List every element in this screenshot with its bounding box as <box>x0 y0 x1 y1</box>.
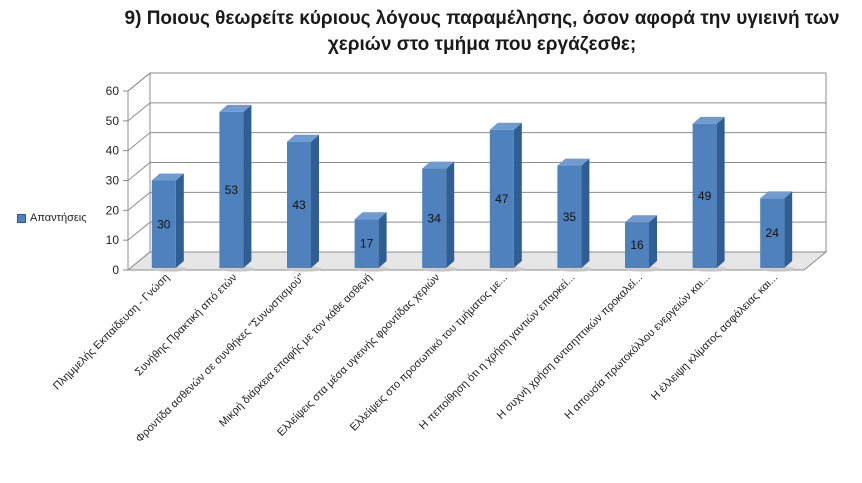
y-tick-label: 10 <box>106 233 120 247</box>
legend: Απαντήσεις <box>17 212 87 224</box>
bar-side <box>784 191 793 268</box>
bar-top <box>151 173 184 181</box>
category-label: Η απουσία πρωτοκόλλου ενεργειών και... <box>563 272 713 422</box>
bar-side <box>716 116 725 268</box>
bar <box>151 180 176 268</box>
bar <box>760 198 785 268</box>
bar-top <box>219 104 252 112</box>
y-tick-label: 60 <box>106 84 120 98</box>
y-tick-label: 0 <box>112 263 119 277</box>
data-label: 34 <box>428 211 442 225</box>
data-label: 49 <box>698 189 712 203</box>
data-label: 17 <box>360 237 374 251</box>
data-label: 35 <box>563 210 577 224</box>
bar-side <box>378 212 387 268</box>
bar <box>557 165 582 268</box>
bar-side <box>243 104 252 268</box>
bar <box>422 168 447 268</box>
legend-swatch <box>17 213 26 223</box>
data-label: 43 <box>292 198 306 212</box>
bar-side <box>446 161 455 268</box>
bar-top <box>354 212 387 220</box>
gridline-side <box>127 191 151 211</box>
bar-side <box>581 158 590 268</box>
chart-title: 9) Ποιους θεωρείτε κύριους λόγους παραμέ… <box>124 8 840 55</box>
bar <box>354 219 379 268</box>
category-label: Πλημμελής Εκπαίδευση - Γνώση <box>51 272 172 393</box>
bar-side <box>513 122 522 269</box>
gridline-side <box>127 162 151 181</box>
y-tick-label: 50 <box>106 114 120 128</box>
bar-top <box>422 161 455 169</box>
y-tick-label: 30 <box>106 174 120 188</box>
bar-top <box>760 191 793 199</box>
bar <box>489 129 514 268</box>
bar-side <box>311 134 319 268</box>
bar-side <box>175 173 184 268</box>
y-tick-label: 40 <box>106 144 120 158</box>
data-label: 47 <box>495 192 509 206</box>
bar <box>287 141 311 268</box>
bar-top <box>692 116 725 124</box>
bar-top <box>489 122 522 130</box>
gridline-side <box>127 72 151 92</box>
gridline-side <box>127 132 151 152</box>
bar-side <box>649 215 657 268</box>
y-tick-label: 20 <box>106 203 120 217</box>
category-label: Μικρή διάρκεια επαφής με τον κάθε ασθενή <box>217 272 375 430</box>
bar-top <box>557 158 590 166</box>
bar-top <box>287 134 319 142</box>
data-label: 16 <box>630 238 644 252</box>
bar <box>692 123 717 268</box>
data-label: 53 <box>225 183 239 197</box>
gridline-side <box>127 102 151 122</box>
category-label: Ελλείψεις στο προσωπικό του τμήματος με.… <box>348 272 510 434</box>
bar-top <box>625 215 657 223</box>
data-label: 24 <box>766 226 780 240</box>
bar <box>219 111 244 268</box>
category-label: Η έλλειψη κλίματος ασφάλειας και... <box>649 272 780 403</box>
gridline-side <box>127 221 151 241</box>
category-label: Η πεποίθηση ότι η χρήση γαντιών επαρκεί.… <box>417 272 578 433</box>
bar <box>625 222 649 268</box>
data-label: 30 <box>157 217 171 231</box>
category-label: Η συχνή χρήση αντισηπτικών προκαλεί... <box>495 272 645 422</box>
legend-label: Απαντήσεις <box>30 212 87 224</box>
